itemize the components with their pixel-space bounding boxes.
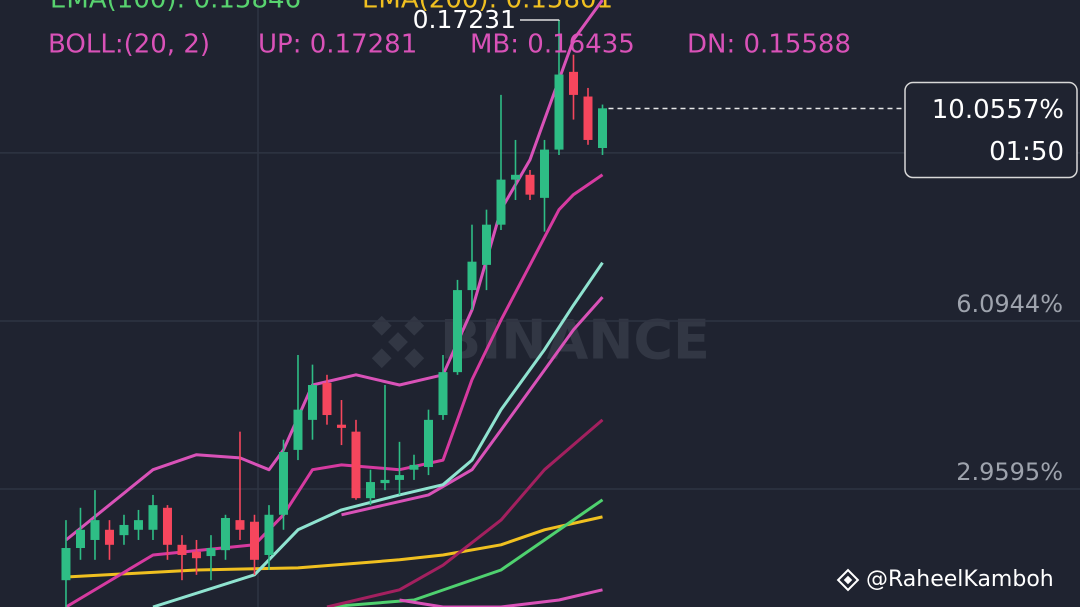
- indicator-label: MB: 0.16435: [470, 30, 635, 60]
- candle-body: [104, 529, 114, 545]
- indicator-label: EMA(100): 0.15846: [50, 0, 301, 15]
- indicator-lines: [65, 0, 604, 607]
- candle-body: [235, 520, 245, 530]
- candle-body: [264, 514, 274, 555]
- credit-icon: [836, 568, 860, 592]
- y-tick-label: 6.0944%: [956, 290, 1063, 318]
- candle-body: [452, 290, 462, 373]
- candle-body: [177, 544, 187, 555]
- indicator-line: [65, 173, 604, 607]
- candle-body: [438, 372, 448, 416]
- candle-body: [191, 551, 201, 559]
- watermark: BINANCE: [371, 309, 710, 372]
- candle-body: [409, 464, 419, 470]
- current-price-box: [904, 81, 1078, 179]
- candle-body: [278, 452, 288, 515]
- candle-body: [496, 179, 506, 225]
- candle-body: [583, 96, 593, 140]
- candle-body: [75, 529, 85, 549]
- countdown-label: 01:50: [989, 137, 1064, 167]
- candle-body: [510, 174, 520, 180]
- candle-body: [481, 224, 491, 265]
- indicator-line: [65, 515, 603, 579]
- candle-body: [554, 74, 564, 150]
- candle-body: [336, 424, 346, 428]
- indicator-line: [152, 261, 604, 607]
- candle-body: [206, 548, 216, 557]
- indicator-line: [326, 498, 604, 607]
- indicator-label: BOLL:(20, 2): [48, 30, 210, 60]
- candle-body: [380, 479, 390, 484]
- indicator-line: [341, 296, 604, 517]
- current-price-label: 10.0557%: [932, 95, 1064, 125]
- candle-body: [162, 507, 172, 545]
- indicator-label: UP: 0.17281: [258, 30, 417, 60]
- indicator-label: EMA(200): 0.15801: [362, 0, 613, 15]
- indicator-line: [399, 588, 603, 607]
- candle-body: [394, 475, 404, 480]
- candle-body: [119, 524, 129, 536]
- candle-body: [525, 174, 535, 195]
- high-label: 0.17231: [413, 5, 516, 34]
- overlay: 0.17231 10.0557% 01:50 EMA(100): 0.15846 EMA…: [48, 0, 1078, 179]
- candle-body: [293, 409, 303, 450]
- credit: @RaheelKamboh: [836, 567, 1054, 592]
- candle-body: [365, 482, 375, 499]
- candle-body: [539, 149, 549, 198]
- candle-body: [351, 431, 361, 499]
- candle-body: [133, 520, 143, 530]
- candle-body: [220, 517, 230, 551]
- candles: [61, 19, 607, 607]
- credit-text: @RaheelKamboh: [866, 567, 1054, 592]
- indicator-line: [65, 0, 604, 542]
- candle-body: [249, 521, 259, 560]
- watermark-text: BINANCE: [440, 309, 710, 372]
- candle-body: [568, 71, 578, 95]
- indicator-line: [326, 418, 604, 607]
- candle-body: [90, 520, 100, 540]
- candle-body: [61, 548, 71, 581]
- candle-body: [423, 419, 433, 468]
- candle-body: [467, 261, 477, 291]
- indicator-label: DN: 0.15588: [687, 30, 851, 60]
- candle-body: [597, 108, 607, 148]
- y-tick-label: 2.9595%: [956, 458, 1063, 486]
- candle-body: [307, 385, 317, 420]
- candle-body: [148, 505, 158, 530]
- candle-body: [322, 382, 332, 416]
